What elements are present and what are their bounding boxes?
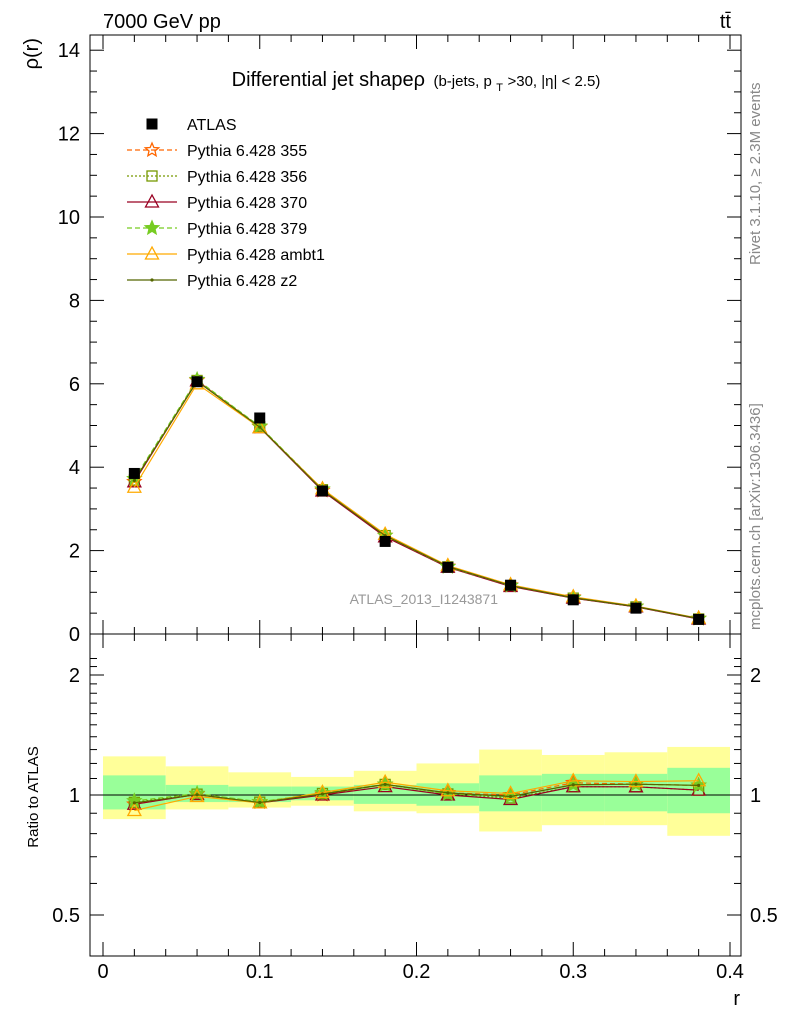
ratio-tick-label: 0.5 (52, 905, 80, 927)
ratio-tick-label-right: 0.5 (750, 905, 778, 927)
series-line-main (133, 378, 699, 620)
y-tick-label: 4 (69, 457, 80, 479)
x-tick-label: 0.4 (716, 961, 744, 983)
legend: ATLAS Pythia 6.428 355 Pythia 6.428 356 Pyt… (127, 117, 325, 290)
header-process-label: tt̄ (720, 11, 732, 33)
x-tick-label: 0 (97, 961, 108, 983)
legend-marker (143, 141, 161, 158)
ratio-uncertainty-bands (90, 746, 741, 836)
series-line-ratio (134, 782, 699, 805)
x-tick-label: 0.1 (246, 961, 274, 983)
y-tick-label: 6 (69, 374, 80, 396)
legend-marker (150, 278, 154, 282)
y-tick-label: 12 (58, 124, 80, 146)
series-point-ratio (195, 793, 199, 797)
legend-label: ATLAS (187, 117, 237, 134)
series-point-ratio (571, 783, 575, 787)
chart-title-sub-t: T (496, 82, 503, 94)
atlas-data-point (128, 467, 140, 479)
legend-marker (146, 118, 158, 130)
series-point-ratio (320, 792, 325, 796)
series-point-ratio (258, 800, 262, 805)
atlas-data-point (379, 535, 391, 547)
x-axis-label: r (733, 988, 740, 1010)
ratio-tick-label-right: 2 (750, 665, 761, 687)
series-line-main (133, 380, 699, 620)
series-point-ratio (383, 782, 387, 787)
y-tick-label: 8 (69, 290, 80, 312)
rivet-version-label: Rivet 3.1.10, ≥ 2.3M events (747, 83, 764, 266)
series-point-main (126, 478, 142, 493)
chart-title-main: Differential jet shapeρ (232, 69, 425, 91)
y-tick-label: 2 (69, 541, 80, 563)
atlas-data-point (693, 613, 705, 625)
ratio-tick-label: 2 (69, 665, 80, 687)
series-point-ratio (314, 784, 331, 799)
series-point-ratio (628, 773, 644, 788)
series-line-main (133, 379, 699, 620)
header-energy-label: 7000 GeV pp (103, 11, 221, 33)
series-point-main (258, 425, 262, 429)
series-point-ratio (508, 794, 513, 799)
legend-label: Pythia 6.428 370 (187, 195, 307, 212)
y-tick-label: 14 (58, 40, 80, 62)
legend-marker (146, 170, 158, 182)
series-point-ratio (440, 782, 456, 797)
legend-marker (143, 219, 161, 236)
atlas-data-point (442, 561, 454, 573)
series-point-ratio (377, 773, 393, 788)
legend-label: Pythia 6.428 379 (187, 221, 307, 238)
x-tick-label: 0.3 (559, 961, 587, 983)
ratio-tick-label: 1 (69, 785, 80, 807)
atlas-data-point (630, 602, 642, 614)
atlas-data-point (316, 485, 328, 497)
chart-title: Differential jet shapeρ (b-jets, p T >30… (232, 69, 601, 95)
legend-label: Pythia 6.428 355 (187, 143, 307, 160)
ratio-tick-label-right: 1 (750, 785, 761, 807)
legend-marker (144, 245, 160, 260)
series-line-main (133, 382, 699, 619)
series-line-main (133, 379, 699, 620)
green-band-bin (667, 767, 730, 814)
series-line-ratio (134, 783, 699, 804)
chart-title-sub-a: (b-jets, p (433, 73, 491, 90)
series-line-main (133, 380, 699, 620)
atlas-data-points (128, 376, 705, 625)
atlas-data-point (505, 579, 517, 591)
mcplots-label: mcplots.cern.ch [arXiv:1306.3436] (747, 403, 764, 630)
chart-title-sub-b: >30, |η| < 2.5) (507, 73, 600, 90)
atlas-data-point (191, 376, 203, 388)
legend-label: Pythia 6.428 ambt1 (187, 247, 325, 264)
series-point-ratio (502, 785, 519, 800)
series-point-ratio (697, 783, 701, 787)
y-tick-label: 0 (69, 624, 80, 646)
legend-label: Pythia 6.428 z2 (187, 273, 297, 290)
ratio-y-axis-label: Ratio to ATLAS (25, 746, 42, 847)
series-point-main (132, 478, 136, 483)
atlas-data-point (567, 594, 579, 606)
atlas-data-point (254, 412, 266, 424)
y-axis-label: ρ(r) (21, 38, 43, 69)
legend-marker (144, 193, 160, 208)
y-tick-label: 10 (58, 207, 80, 229)
series-point-ratio (446, 791, 450, 795)
series-point-main (252, 419, 268, 434)
series-point-ratio (634, 782, 638, 786)
series-line-ratio (134, 780, 699, 812)
series-point-ratio (132, 801, 136, 805)
green-band-bin (353, 784, 417, 804)
series-point-ratio (126, 802, 142, 817)
analysis-watermark: ATLAS_2013_I1243871 (350, 591, 499, 607)
legend-label: Pythia 6.428 356 (187, 169, 307, 186)
x-tick-label: 0.2 (403, 961, 431, 983)
ratio-plot-frame (89, 633, 742, 957)
